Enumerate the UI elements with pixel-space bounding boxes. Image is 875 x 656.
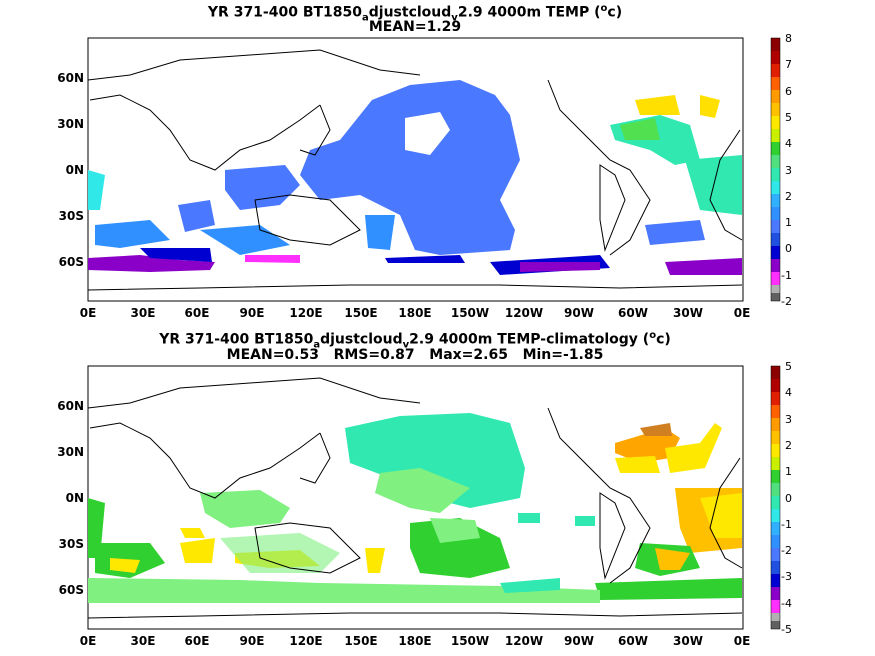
svg-text:60S: 60S [59,583,84,597]
y-tick-30n: 30N [57,117,84,131]
panel2-colorbar-labels: 5 4 3 2 1 0 -1 -2 -3 -4 -5 [781,360,792,636]
panel2-field [88,413,742,603]
svg-text:60W: 60W [618,306,648,320]
svg-text:7: 7 [785,58,792,71]
svg-text:180E: 180E [398,306,431,320]
panel2-title: YR 371-400 BT1850adjustcloudv2.9 4000m T… [159,330,671,351]
svg-text:0E: 0E [80,634,97,648]
svg-text:2: 2 [785,439,792,452]
panel1-y-axis: 60N 30N 0N 30S 60S [57,71,84,269]
svg-text:1: 1 [785,465,792,478]
panel1-coastlines [87,49,743,291]
svg-text:30W: 30W [673,634,703,648]
svg-text:150W: 150W [451,306,489,320]
svg-text:4: 4 [785,137,792,150]
panel1-title: YR 371-400 BT1850adjustcloudv2.9 4000m T… [207,3,623,24]
panel1-x-axis: 0E 30E 60E 90E 120E 150E 180E 150W 120W … [80,306,751,320]
svg-text:3: 3 [785,413,792,426]
panel2-colorbar [770,365,781,630]
svg-text:60N: 60N [57,399,84,413]
panel2-coastlines [87,377,743,619]
svg-text:0E: 0E [734,306,751,320]
panel2-map: 60N 30N 0N 30S 60S 0E 30E 60E 90E 120E 1… [57,360,792,648]
svg-text:-2: -2 [781,295,792,308]
svg-text:-3: -3 [781,570,792,583]
svg-text:6: 6 [785,85,792,98]
svg-text:30E: 30E [131,634,156,648]
svg-text:150E: 150E [344,306,377,320]
panel1-colorbar [770,37,781,302]
svg-text:2: 2 [785,190,792,203]
svg-text:0N: 0N [66,491,84,505]
svg-text:30S: 30S [59,537,84,551]
y-tick-0n: 0N [66,163,84,177]
svg-text:0: 0 [785,242,792,255]
svg-text:60E: 60E [185,306,210,320]
svg-text:5: 5 [785,111,792,124]
y-tick-60s: 60S [59,255,84,269]
panel1-map: 60N 30N 0N 30S 60S 0E 30E 60E 90E 120E 1… [57,32,792,320]
svg-text:-4: -4 [781,597,792,610]
svg-text:0E: 0E [734,634,751,648]
svg-text:5: 5 [785,360,792,373]
svg-text:3: 3 [785,164,792,177]
svg-text:120E: 120E [289,634,322,648]
svg-text:4: 4 [785,386,792,399]
svg-text:180E: 180E [398,634,431,648]
svg-text:-2: -2 [781,544,792,557]
panel1-subtitle: MEAN=1.29 [368,19,462,35]
svg-text:8: 8 [785,32,792,45]
y-tick-30s: 30S [59,209,84,223]
svg-text:90E: 90E [240,634,265,648]
svg-text:-1: -1 [781,518,792,531]
svg-text:150E: 150E [344,634,377,648]
svg-text:120W: 120W [505,306,543,320]
svg-text:1: 1 [785,216,792,229]
svg-text:60E: 60E [185,634,210,648]
svg-text:30E: 30E [131,306,156,320]
svg-text:90W: 90W [564,634,594,648]
panel2-x-axis: 0E 30E 60E 90E 120E 150E 180E 150W 120W … [80,634,751,648]
svg-text:0: 0 [785,492,792,505]
svg-text:-1: -1 [781,269,792,282]
svg-text:90W: 90W [564,306,594,320]
svg-text:0E: 0E [80,306,97,320]
panel1-field [88,80,742,275]
panel1-colorbar-labels: 8 7 6 5 4 3 2 1 0 -1 -2 [781,32,792,308]
svg-text:90E: 90E [240,306,265,320]
svg-text:60W: 60W [618,634,648,648]
svg-text:-5: -5 [781,623,792,636]
svg-text:150W: 150W [451,634,489,648]
svg-text:120W: 120W [505,634,543,648]
svg-text:30N: 30N [57,445,84,459]
svg-text:120E: 120E [289,306,322,320]
panel2-y-axis: 60N 30N 0N 30S 60S [57,399,84,597]
svg-text:30W: 30W [673,306,703,320]
panel2-subtitle: MEAN=0.53 RMS=0.87 Max=2.65 Min=-1.85 [226,347,604,363]
y-tick-60n: 60N [57,71,84,85]
